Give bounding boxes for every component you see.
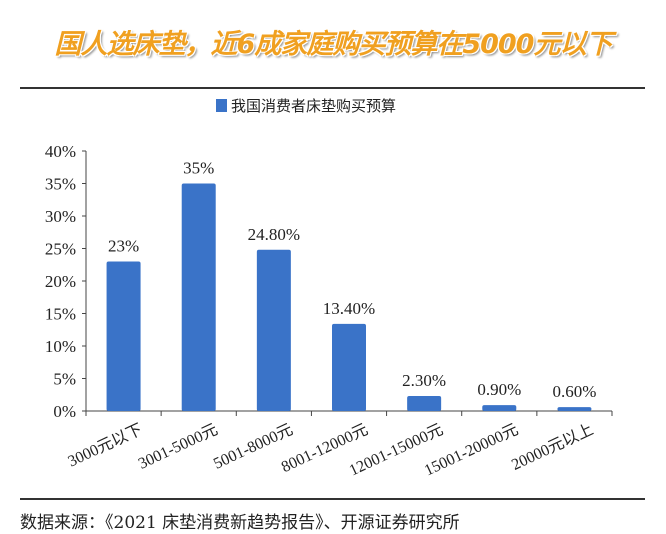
legend-label: 我国消费者床垫购买预算 xyxy=(231,97,396,115)
y-tick-label: 30% xyxy=(45,207,76,226)
bar xyxy=(106,261,141,411)
data-label: 0.60% xyxy=(552,382,596,401)
page-title: 国人选床垫，近6成家庭购买预算在5000元以下 xyxy=(54,29,613,60)
data-label: 0.90% xyxy=(477,380,521,399)
bar xyxy=(407,396,442,411)
data-label: 24.80% xyxy=(248,225,300,244)
y-tick-label: 0% xyxy=(53,402,76,421)
y-tick-label: 25% xyxy=(45,240,76,259)
y-tick-label: 35% xyxy=(45,175,76,194)
bar xyxy=(256,249,291,411)
bar xyxy=(332,323,366,411)
x-tick-label: 20000元以上 xyxy=(509,420,596,474)
top-divider xyxy=(20,87,645,89)
bottom-divider xyxy=(20,498,645,500)
legend-swatch xyxy=(216,99,227,112)
x-tick-label: 3000元以下 xyxy=(66,421,146,470)
y-tick-label: 40% xyxy=(45,142,76,161)
data-label: 35% xyxy=(183,159,214,178)
data-source: 数据来源：《2021 床垫消费新趋势报告》、开源证券研究所 xyxy=(20,513,460,533)
data-label: 13.40% xyxy=(323,299,375,318)
y-tick-label: 20% xyxy=(45,272,76,291)
y-tick-label: 15% xyxy=(45,305,76,324)
data-label: 23% xyxy=(108,237,139,256)
x-tick-label: 3001-5000元 xyxy=(136,421,221,472)
bar xyxy=(181,183,216,411)
bar xyxy=(482,405,517,411)
y-tick-label: 10% xyxy=(45,337,76,356)
data-label: 2.30% xyxy=(402,371,446,390)
bar xyxy=(557,407,592,411)
y-tick-label: 5% xyxy=(53,370,76,389)
